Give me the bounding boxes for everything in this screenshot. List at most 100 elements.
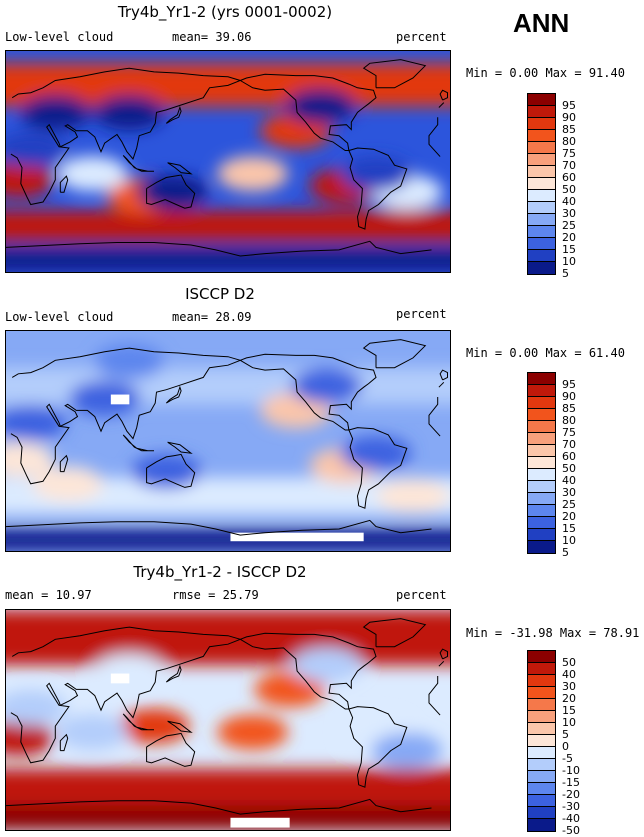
coastline — [428, 397, 441, 437]
field-blob — [377, 478, 449, 514]
colorbar-label: 90 — [562, 111, 576, 124]
panel1-map-svg — [6, 51, 450, 272]
colorbar-label: 80 — [562, 135, 576, 148]
panel2-units-label: percent — [396, 307, 447, 321]
colorbar-swatch — [528, 130, 555, 142]
colorbar-swatch — [528, 190, 555, 202]
colorbar-label: 75 — [562, 426, 576, 439]
field-blob — [93, 94, 165, 131]
field-blob — [291, 368, 363, 404]
coastline — [438, 102, 445, 108]
field-layer — [6, 63, 450, 272]
coastline — [146, 174, 196, 209]
coastline — [165, 664, 182, 683]
field-blob — [56, 156, 128, 192]
coastline — [165, 385, 182, 404]
colorbar-swatch — [528, 687, 555, 699]
colorbar-swatch — [528, 759, 555, 771]
field-blob — [19, 94, 91, 131]
colorbar-swatch — [528, 807, 555, 819]
coastline — [438, 660, 445, 667]
colorbar-label: 85 — [562, 402, 576, 415]
colorbar-swatch — [528, 178, 555, 190]
coastline — [165, 105, 182, 124]
colorbar-swatch — [528, 711, 555, 723]
field-blob — [254, 671, 326, 708]
colorbar-label: 20 — [562, 510, 576, 523]
coastline — [10, 347, 242, 485]
panel2-map — [5, 330, 451, 552]
coastline — [167, 441, 193, 454]
field-band — [6, 610, 450, 665]
field-blob — [284, 88, 357, 124]
panel2-minmax: Min = 0.00 Max = 61.40 — [466, 346, 625, 360]
colorbar-label: 10 — [562, 716, 576, 729]
colorbar-label: 10 — [562, 534, 576, 547]
coastline — [240, 632, 377, 710]
colorbar-label: 15 — [562, 522, 576, 535]
field-band — [6, 210, 450, 242]
colorbar-swatch — [528, 214, 555, 226]
panel2-map-svg — [6, 331, 450, 551]
colorbar-label: 50 — [562, 462, 576, 475]
colorbar-swatch — [528, 94, 555, 106]
colorbar-swatch — [528, 723, 555, 735]
colorbar-label: 95 — [562, 378, 576, 391]
colorbar-swatch — [528, 819, 555, 831]
field-blob — [69, 380, 141, 416]
field-blob — [32, 466, 104, 502]
colorbar-label: 75 — [562, 147, 576, 160]
field-blob — [93, 343, 165, 380]
panel3-minmax: Min = -31.98 Max = 78.91 — [466, 626, 640, 640]
colorbar-swatch — [528, 771, 555, 783]
field-blob — [217, 714, 289, 750]
colorbar-swatch — [528, 505, 555, 517]
colorbar-label: 85 — [562, 123, 576, 136]
colorbar-label: 25 — [562, 498, 576, 511]
coastline — [439, 648, 448, 660]
colorbar-swatch — [528, 795, 555, 807]
colorbar-swatch — [528, 373, 555, 385]
field-blob — [217, 156, 289, 192]
colorbar-swatch — [528, 675, 555, 687]
colorbar-swatch — [528, 409, 555, 421]
colorbar-label: -15 — [562, 776, 580, 789]
field-blob — [371, 732, 443, 769]
colorbar-label: 20 — [562, 692, 576, 705]
colorbar-label: 15 — [562, 243, 576, 256]
coastline — [122, 713, 154, 731]
colorbar-label: 90 — [562, 390, 576, 403]
colorbar-swatch — [528, 663, 555, 675]
colorbar-swatch — [528, 154, 555, 166]
colorbar-swatch — [528, 529, 555, 541]
field-blob — [6, 690, 67, 726]
field-band — [6, 247, 450, 272]
field-band — [6, 805, 450, 830]
colorbar-swatch — [528, 262, 555, 274]
colorbar-label: 50 — [562, 656, 576, 669]
coastline — [167, 720, 193, 733]
colorbar-label: 70 — [562, 159, 576, 172]
panel1-minmax: Min = 0.00 Max = 91.40 — [466, 66, 625, 80]
panel2-variable-label: Low-level cloud — [5, 310, 114, 324]
colorbar-swatch — [528, 142, 555, 154]
colorbar-swatch — [528, 226, 555, 238]
panel1-variable-label: Low-level cloud — [5, 30, 114, 44]
colorbar-swatch — [528, 651, 555, 663]
colorbar-label: 20 — [562, 231, 576, 244]
colorbar-label: 70 — [562, 438, 576, 451]
coastline — [438, 381, 445, 388]
coastline — [348, 147, 408, 230]
field-blob — [291, 647, 363, 683]
field-blob — [6, 720, 54, 756]
colorbar-label: 40 — [562, 668, 576, 681]
panel1-title: Try4b_Yr1-2 (yrs 0001-0002) — [117, 3, 333, 21]
field-blob — [130, 453, 202, 490]
colorbar-label: 80 — [562, 414, 576, 427]
colorbar-swatch — [528, 433, 555, 445]
colorbar-strip — [527, 93, 556, 275]
colorbar-label: 40 — [562, 474, 576, 487]
panel3-map — [5, 609, 451, 831]
colorbar-swatch — [528, 517, 555, 529]
field-blob — [136, 174, 209, 210]
